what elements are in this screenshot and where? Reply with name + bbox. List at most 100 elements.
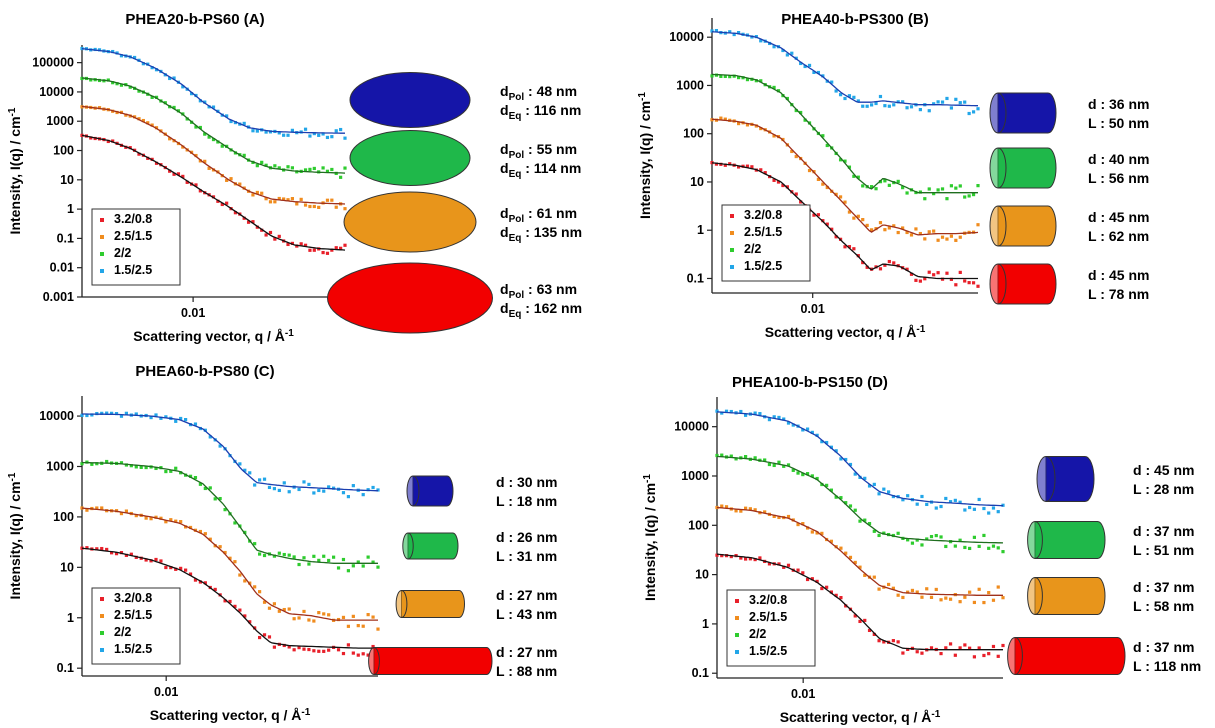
- data-point: [272, 602, 276, 606]
- x-axis-label: Scattering vector, q / Å-1: [765, 324, 926, 341]
- dimension-label: d : 40 nm: [1088, 151, 1149, 167]
- data-point: [901, 651, 905, 655]
- data-point: [264, 163, 268, 167]
- dimension-label: L : 58 nm: [1133, 598, 1194, 614]
- data-point: [791, 423, 795, 427]
- data-point: [972, 655, 976, 659]
- data-point: [149, 559, 153, 563]
- data-point: [248, 620, 252, 624]
- data-point: [312, 204, 316, 209]
- data-point: [105, 411, 109, 415]
- data-point: [159, 559, 163, 563]
- data-point: [967, 111, 971, 116]
- panel-B: PHEA40-b-PS300 (B) 0.1 1 10 100 1000 10000 0.01…: [637, 11, 1150, 340]
- data-point: [228, 599, 232, 604]
- data-point: [834, 89, 838, 93]
- data-point: [839, 596, 843, 600]
- data-point: [754, 124, 758, 128]
- y-tick-label: 1: [67, 611, 74, 625]
- data-point: [203, 159, 207, 163]
- data-point: [371, 644, 375, 649]
- data-point: [923, 197, 927, 201]
- data-point: [896, 230, 900, 235]
- data-point: [848, 555, 853, 559]
- data-point: [892, 261, 896, 265]
- legend-marker: [735, 599, 739, 603]
- fit-line: [716, 411, 1004, 507]
- y-tick-label: 10: [695, 568, 709, 582]
- data-point: [223, 550, 227, 555]
- data-point: [906, 494, 910, 498]
- data-point: [772, 514, 776, 519]
- data-point: [977, 497, 981, 502]
- data-point: [188, 572, 193, 576]
- data-point: [260, 160, 264, 164]
- data-point: [317, 558, 321, 562]
- data-point: [927, 109, 931, 113]
- legend-label: 2/2: [114, 625, 131, 639]
- data-point: [172, 172, 176, 176]
- cylinder-cap: [1036, 456, 1056, 502]
- data-point: [312, 491, 316, 495]
- data-point: [874, 101, 878, 106]
- data-point: [134, 555, 138, 559]
- cylinder-cap: [989, 92, 1007, 134]
- series-1.5/2.5: [710, 28, 980, 116]
- data-point: [303, 243, 308, 247]
- cylinder-cap: [406, 475, 420, 507]
- legend-marker: [100, 269, 104, 273]
- fit-line: [716, 506, 1003, 596]
- data-point: [312, 649, 316, 653]
- data-point: [225, 201, 229, 205]
- data-point: [248, 581, 252, 585]
- data-point: [1001, 643, 1005, 648]
- data-point: [307, 562, 311, 566]
- data-point: [991, 644, 996, 649]
- data-point: [958, 235, 962, 239]
- data-point: [794, 192, 798, 196]
- data-point: [977, 544, 981, 548]
- data-point: [208, 435, 212, 439]
- data-point: [777, 515, 781, 520]
- data-point: [119, 414, 124, 418]
- data-point: [150, 123, 154, 127]
- data-point: [179, 520, 183, 524]
- data-point: [268, 200, 273, 204]
- y-axis-label: Intensity, I(q) / cm-1: [637, 92, 654, 219]
- ellipsoid-shape: [343, 191, 477, 253]
- data-point: [292, 555, 296, 559]
- data-point: [887, 582, 891, 587]
- data-point: [737, 165, 741, 169]
- series-2.5/1.5: [710, 116, 980, 242]
- data-point: [958, 646, 962, 650]
- series-2.5/1.5: [80, 506, 380, 631]
- data-point: [110, 551, 114, 555]
- data-point: [307, 647, 311, 652]
- series-2/2: [710, 73, 980, 201]
- data-point: [825, 585, 829, 589]
- data-point: [977, 587, 981, 591]
- cylinder-cap: [402, 532, 414, 560]
- data-point: [741, 76, 745, 80]
- legend: 3.2/0.8 2.5/1.5 2/2 1.5/2.5: [91, 208, 181, 286]
- data-point: [763, 171, 767, 175]
- x-axis-label: Scattering vector, q / Å-1: [780, 709, 941, 726]
- data-point: [194, 153, 198, 158]
- data-point: [925, 537, 929, 541]
- data-point: [262, 553, 267, 558]
- data-point: [208, 486, 212, 490]
- data-point: [114, 552, 119, 556]
- data-point: [198, 482, 202, 486]
- data-point: [872, 529, 876, 533]
- data-point: [834, 495, 838, 499]
- data-point: [834, 235, 838, 239]
- data-point: [754, 79, 758, 83]
- legend-box: [91, 587, 181, 665]
- fit-line: [81, 105, 346, 205]
- data-point: [198, 159, 202, 163]
- data-point: [968, 546, 972, 551]
- data-point: [910, 588, 915, 593]
- data-point: [139, 465, 143, 469]
- data-point: [198, 189, 202, 193]
- data-point: [834, 449, 838, 453]
